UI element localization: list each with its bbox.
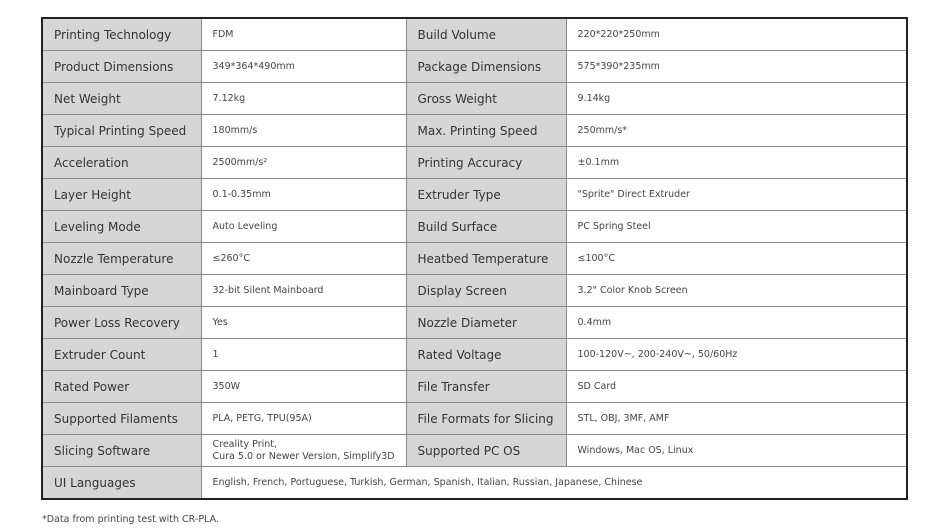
spec-value: Windows, Mac OS, Linux	[565, 434, 908, 467]
footnote: *Data from printing test with CR-PLA.	[42, 514, 219, 525]
spec-row: Net Weight 7.12kg Gross Weight 9.14kg	[41, 82, 908, 115]
spec-value: Yes	[200, 306, 407, 339]
spec-row: Extruder Count 1 Rated Voltage 100-120V~, 2…	[41, 338, 908, 371]
spec-row: Product Dimensions 349*364*490mm Package D…	[41, 50, 908, 83]
spec-label: Build Surface	[405, 210, 567, 243]
spec-value: 100-120V~, 200-240V~, 50/60Hz	[565, 338, 908, 371]
spec-label: Nozzle Temperature	[41, 242, 202, 275]
spec-label: Extruder Type	[405, 178, 567, 211]
spec-value: 350W	[200, 370, 407, 403]
spec-label: File Formats for Slicing	[405, 402, 567, 435]
spec-label: Acceleration	[41, 146, 202, 179]
spec-label: UI Languages	[41, 466, 202, 500]
spec-value: 0.1-0.35mm	[200, 178, 407, 211]
spec-value: ≤100°C	[565, 242, 908, 275]
spec-label: Power Loss Recovery	[41, 306, 202, 339]
spec-label: Slicing Software	[41, 434, 202, 467]
spec-label: Supported Filaments	[41, 402, 202, 435]
spec-value: 32-bit Silent Mainboard	[200, 274, 407, 307]
spec-label: Layer Height	[41, 178, 202, 211]
spec-value: 575*390*235mm	[565, 50, 908, 83]
spec-label: Display Screen	[405, 274, 567, 307]
spec-value: 349*364*490mm	[200, 50, 407, 83]
spec-value: 9.14kg	[565, 82, 908, 115]
spec-label: Net Weight	[41, 82, 202, 115]
spec-label: Product Dimensions	[41, 50, 202, 83]
spec-label: Printing Technology	[41, 17, 202, 51]
spec-value: PC Spring Steel	[565, 210, 908, 243]
spec-row: Mainboard Type 32-bit Silent Mainboard Dis…	[41, 274, 908, 307]
spec-label: File Transfer	[405, 370, 567, 403]
spec-row: Slicing Software Creality Print, Cura 5.0…	[41, 434, 908, 467]
spec-label: Extruder Count	[41, 338, 202, 371]
spec-row: Nozzle Temperature ≤260°C Heatbed Temperat…	[41, 242, 908, 275]
spec-value: 7.12kg	[200, 82, 407, 115]
spec-label: Gross Weight	[405, 82, 567, 115]
spec-value: 2500mm/s²	[200, 146, 407, 179]
spec-label: Supported PC OS	[405, 434, 567, 467]
spec-row: Printing Technology FDM Build Volume 220*22…	[41, 17, 908, 51]
spec-row: Power Loss Recovery Yes Nozzle Diameter 0.4…	[41, 306, 908, 339]
spec-value: PLA, PETG, TPU(95A)	[200, 402, 407, 435]
spec-value: ±0.1mm	[565, 146, 908, 179]
spec-table: Printing Technology FDM Build Volume 220*22…	[41, 17, 908, 500]
spec-label: Rated Voltage	[405, 338, 567, 371]
spec-value: 1	[200, 338, 407, 371]
spec-row: Acceleration 2500mm/s² Printing Accuracy ±0…	[41, 146, 908, 179]
spec-value: STL, OBJ, 3MF, AMF	[565, 402, 908, 435]
spec-label: Rated Power	[41, 370, 202, 403]
spec-row: Rated Power 350W File Transfer SD Card	[41, 370, 908, 403]
spec-label: Build Volume	[405, 17, 567, 51]
spec-row: Layer Height 0.1-0.35mm Extruder Type "Spri…	[41, 178, 908, 211]
spec-value: English, French, Portuguese, Turkish, Ge…	[200, 466, 908, 500]
spec-value: SD Card	[565, 370, 908, 403]
spec-row: Typical Printing Speed 180mm/s Max. Printi…	[41, 114, 908, 147]
spec-label: Leveling Mode	[41, 210, 202, 243]
spec-label: Nozzle Diameter	[405, 306, 567, 339]
spec-label: Max. Printing Speed	[405, 114, 567, 147]
spec-row: Leveling Mode Auto Leveling Build Surface P…	[41, 210, 908, 243]
spec-value: Creality Print, Cura 5.0 or Newer Versio…	[200, 434, 407, 467]
spec-value: 180mm/s	[200, 114, 407, 147]
spec-label: Mainboard Type	[41, 274, 202, 307]
spec-value: 220*220*250mm	[565, 17, 908, 51]
spec-value: 3.2" Color Knob Screen	[565, 274, 908, 307]
spec-row: Supported Filaments PLA, PETG, TPU(95A) Fi…	[41, 402, 908, 435]
spec-value: 250mm/s*	[565, 114, 908, 147]
spec-value: "Sprite" Direct Extruder	[565, 178, 908, 211]
spec-label: Printing Accuracy	[405, 146, 567, 179]
spec-label: Typical Printing Speed	[41, 114, 202, 147]
spec-value: ≤260°C	[200, 242, 407, 275]
spec-value: Auto Leveling	[200, 210, 407, 243]
spec-label: Package Dimensions	[405, 50, 567, 83]
spec-value: FDM	[200, 17, 407, 51]
spec-row: UI Languages English, French, Portuguese,…	[41, 466, 908, 500]
spec-value: 0.4mm	[565, 306, 908, 339]
spec-label: Heatbed Temperature	[405, 242, 567, 275]
